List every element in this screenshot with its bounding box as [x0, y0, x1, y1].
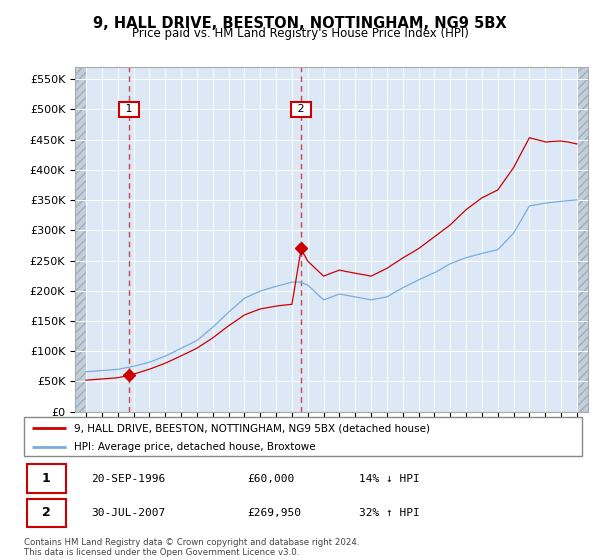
- Text: 30-JUL-2007: 30-JUL-2007: [91, 508, 165, 518]
- Polygon shape: [577, 67, 588, 412]
- Text: 9, HALL DRIVE, BEESTON, NOTTINGHAM, NG9 5BX: 9, HALL DRIVE, BEESTON, NOTTINGHAM, NG9 …: [93, 16, 507, 31]
- Text: 14% ↓ HPI: 14% ↓ HPI: [359, 474, 419, 484]
- Text: Contains HM Land Registry data © Crown copyright and database right 2024.
This d: Contains HM Land Registry data © Crown c…: [24, 538, 359, 557]
- Text: £269,950: £269,950: [247, 508, 301, 518]
- FancyBboxPatch shape: [27, 498, 66, 528]
- Text: £60,000: £60,000: [247, 474, 295, 484]
- Text: 32% ↑ HPI: 32% ↑ HPI: [359, 508, 419, 518]
- Polygon shape: [75, 67, 86, 412]
- Text: 9, HALL DRIVE, BEESTON, NOTTINGHAM, NG9 5BX (detached house): 9, HALL DRIVE, BEESTON, NOTTINGHAM, NG9 …: [74, 423, 430, 433]
- FancyBboxPatch shape: [27, 464, 66, 493]
- Text: HPI: Average price, detached house, Broxtowe: HPI: Average price, detached house, Brox…: [74, 442, 316, 451]
- Text: 1: 1: [122, 105, 136, 114]
- Text: 2: 2: [42, 506, 50, 519]
- Text: 1: 1: [42, 472, 50, 486]
- Text: 2: 2: [294, 105, 308, 114]
- FancyBboxPatch shape: [24, 417, 582, 456]
- Text: 20-SEP-1996: 20-SEP-1996: [91, 474, 165, 484]
- Text: Price paid vs. HM Land Registry's House Price Index (HPI): Price paid vs. HM Land Registry's House …: [131, 27, 469, 40]
